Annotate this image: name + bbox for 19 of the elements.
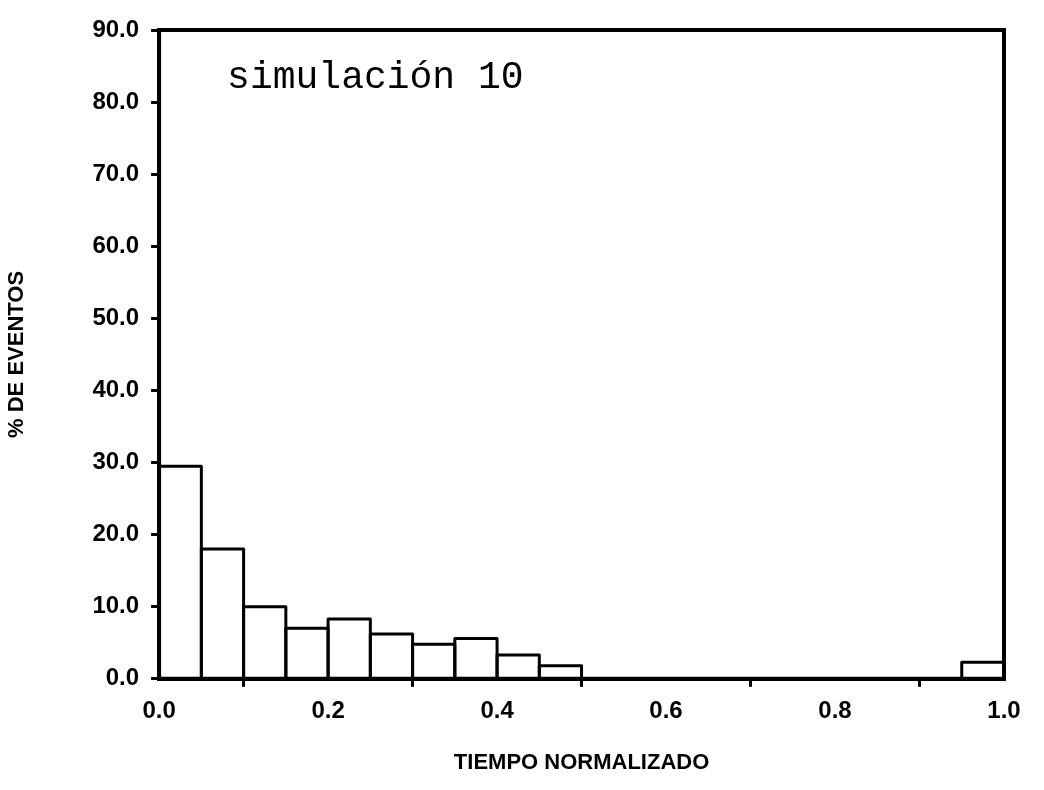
- x-tick-label: 0.0: [142, 695, 176, 723]
- x-tick-label: 1.0: [987, 695, 1021, 723]
- y-axis-title: % DE EVENTOS: [3, 270, 29, 438]
- y-tick-label: 0.0: [105, 663, 140, 691]
- y-tick-label: 40.0: [92, 375, 140, 403]
- x-tick-label: 0.4: [480, 695, 515, 723]
- y-tick-label: 20.0: [92, 519, 140, 547]
- x-tick-label: 0.8: [818, 695, 852, 723]
- annotation: simulación 10: [227, 56, 524, 100]
- y-tick-label: 50.0: [92, 302, 140, 330]
- x-axis-title: TIEMPO NORMALIZADO: [453, 748, 710, 774]
- y-tick-label: 30.0: [92, 447, 140, 475]
- y-tick-label: 10.0: [92, 591, 140, 619]
- x-tick-label: 0.2: [311, 695, 345, 723]
- x-tick-label: 0.6: [649, 695, 683, 723]
- y-tick-label: 90.0: [92, 14, 140, 42]
- y-tick-label: 80.0: [92, 86, 140, 114]
- y-tick-label: 60.0: [92, 230, 140, 258]
- y-tick-label: 70.0: [92, 158, 140, 186]
